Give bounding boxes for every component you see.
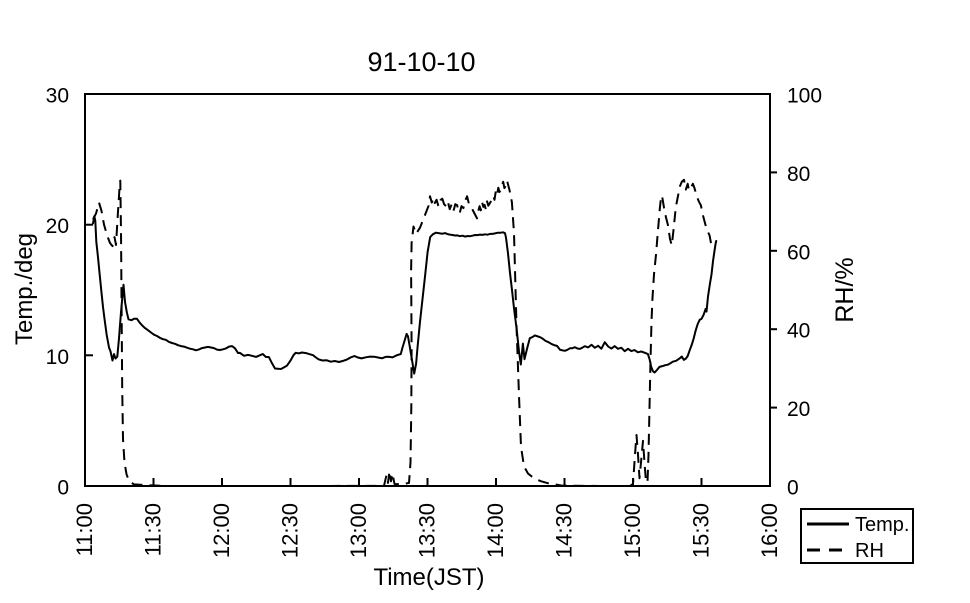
svg-text:11:30: 11:30 [141,503,166,556]
svg-text:80: 80 [787,163,810,186]
svg-text:12:30: 12:30 [278,503,303,558]
svg-text:RH: RH [855,540,884,562]
svg-text:13:00: 13:00 [346,503,371,558]
svg-text:0: 0 [787,477,799,500]
svg-text:16:00: 16:00 [757,503,782,558]
svg-text:15:30: 15:30 [689,503,714,558]
svg-text:13:30: 13:30 [415,503,440,558]
svg-text:Time(JST): Time(JST) [373,564,484,591]
svg-text:60: 60 [787,241,810,264]
svg-text:40: 40 [787,320,810,343]
svg-text:14:00: 14:00 [483,503,508,558]
svg-text:Temp.: Temp. [855,514,909,536]
svg-text:30: 30 [46,85,69,108]
svg-text:14:30: 14:30 [552,503,577,558]
svg-text:20: 20 [46,215,69,238]
svg-text:11:00: 11:00 [72,503,97,556]
svg-text:RH/%: RH/% [831,257,859,322]
svg-text:12:00: 12:00 [209,503,234,558]
svg-text:Temp./deg: Temp./deg [11,233,38,345]
svg-text:20: 20 [787,398,810,421]
svg-text:100: 100 [787,85,822,108]
svg-text:0: 0 [57,477,69,500]
svg-text:15:00: 15:00 [620,503,645,558]
svg-text:91-10-10: 91-10-10 [367,47,475,77]
svg-text:10: 10 [46,346,69,369]
